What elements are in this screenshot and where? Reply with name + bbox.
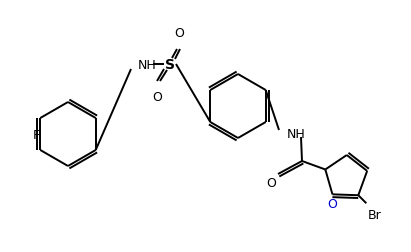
- Text: Br: Br: [367, 208, 381, 221]
- Text: O: O: [152, 91, 162, 104]
- Text: F: F: [33, 129, 40, 141]
- Text: S: S: [165, 58, 175, 72]
- Text: NH: NH: [138, 58, 157, 71]
- Text: O: O: [266, 176, 276, 189]
- Text: O: O: [174, 27, 184, 40]
- Text: O: O: [328, 198, 337, 210]
- Text: NH: NH: [287, 128, 306, 141]
